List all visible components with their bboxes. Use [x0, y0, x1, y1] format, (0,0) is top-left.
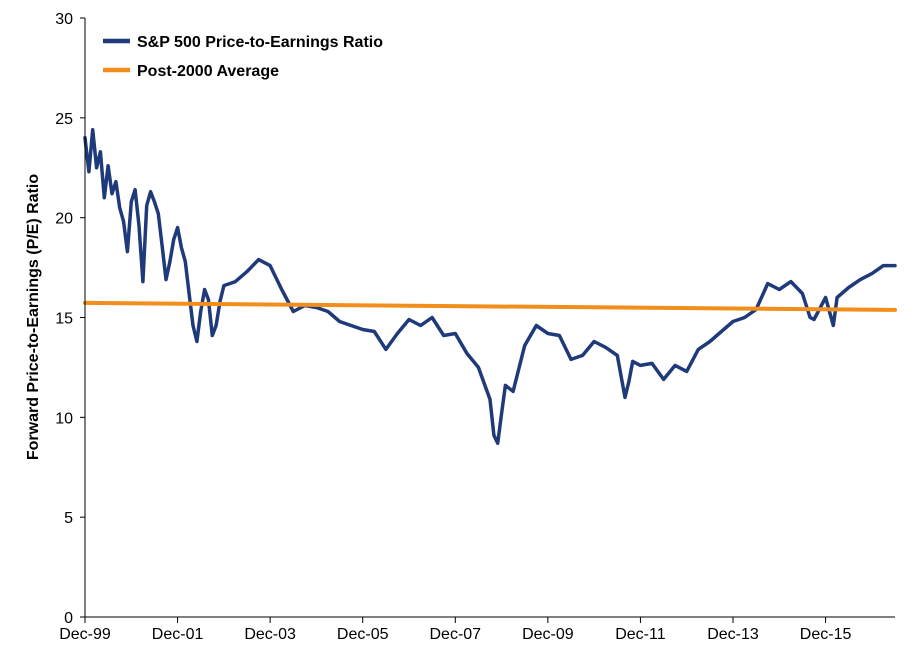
y-tick-label: 30 [55, 11, 73, 28]
x-tick-label: Dec-03 [244, 626, 296, 643]
y-tick-label: 10 [55, 410, 73, 427]
y-tick-label: 15 [55, 311, 73, 328]
x-tick-label: Dec-01 [152, 626, 204, 643]
x-tick-label: Dec-15 [800, 626, 852, 643]
y-axis: 0 5 10 15 20 25 30 [55, 11, 86, 627]
pe-ratio-line [83, 128, 897, 446]
x-tick-label: Dec-99 [59, 626, 111, 643]
y-axis-title: Forward Price-to-Earnings (P/E) Ratio [25, 174, 42, 460]
y-tick-label: 20 [55, 211, 73, 228]
y-tick-label: 25 [55, 111, 73, 128]
legend-label-average: Post-2000 Average [137, 63, 279, 80]
y-tick-label: 5 [64, 510, 73, 527]
x-axis: Dec-99 Dec-01 Dec-03 Dec-05 Dec-07 Dec-09 Dec-… [59, 616, 895, 643]
plot-area [83, 128, 897, 446]
x-tick-label: Dec-07 [429, 626, 481, 643]
legend-label-pe-ratio: S&P 500 Price-to-Earnings Ratio [137, 34, 383, 51]
x-tick-label: Dec-05 [337, 626, 389, 643]
y-tick-label: 0 [64, 610, 73, 627]
x-tick-label: Dec-13 [707, 626, 759, 643]
x-tick-label: Dec-11 [615, 626, 665, 643]
average-line [83, 300, 897, 312]
legend: S&P 500 Price-to-Earnings Ratio Post-200… [103, 34, 383, 80]
x-tick-label: Dec-09 [522, 626, 574, 643]
